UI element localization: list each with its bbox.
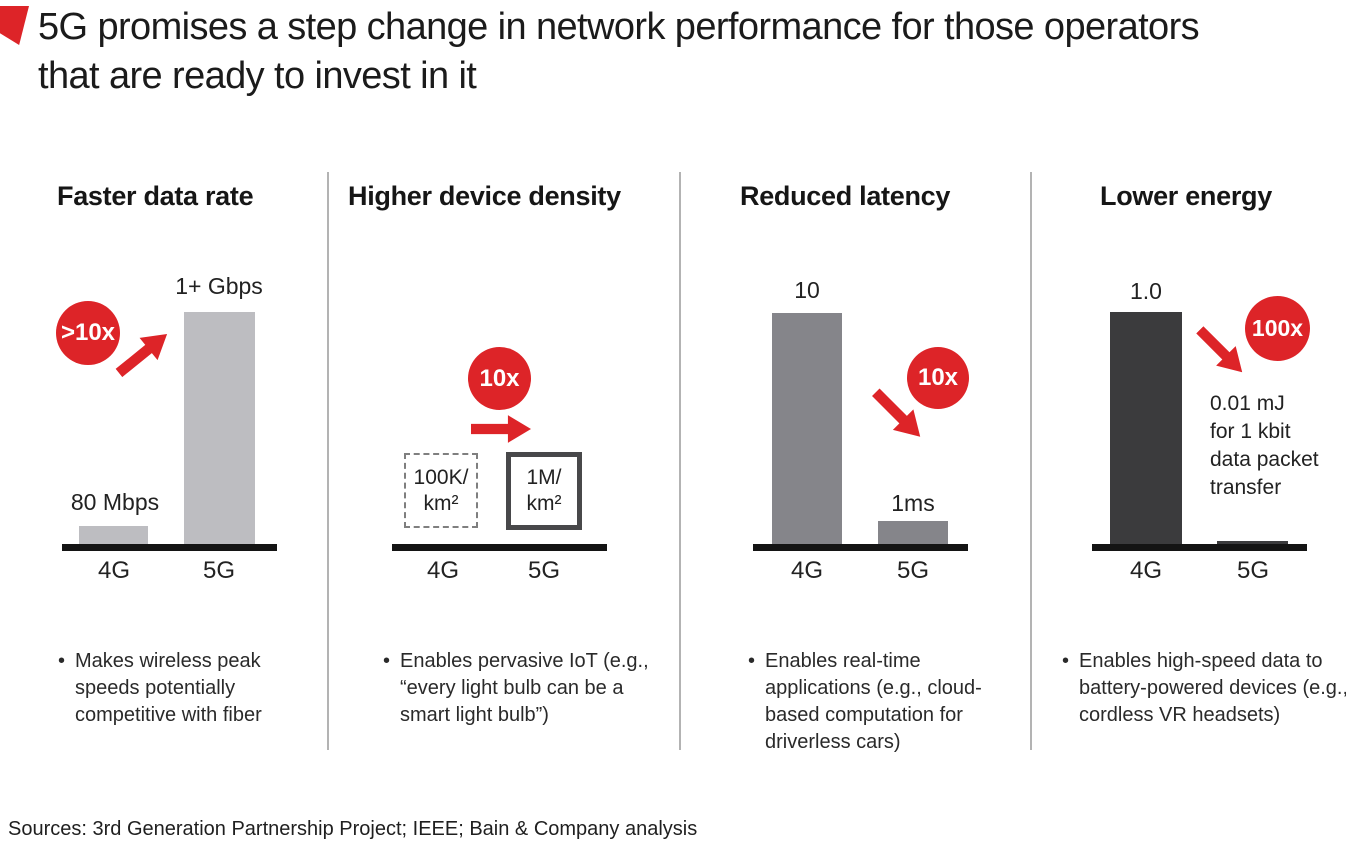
column-divider: [679, 172, 681, 750]
multiplier-badge: 100x: [1245, 296, 1310, 361]
multiplier-badge: 10x: [468, 347, 531, 410]
bar-4g: [1110, 312, 1182, 544]
bar-value-label-5g: 1ms: [891, 490, 935, 516]
axis-tick-4g: 4G: [1129, 557, 1162, 584]
panel-bullet: • Enables pervasive IoT (e.g., “every li…: [383, 648, 666, 729]
density-box-4g-line2: km²: [423, 491, 459, 515]
panel-header-lower-energy: Lower energy: [1100, 181, 1272, 211]
axis-tick-5g: 5G: [1236, 557, 1269, 584]
bar-5g: [184, 312, 255, 544]
density-box-5g-line2: km²: [526, 492, 562, 515]
density-box-5g: 1M/ km²: [506, 452, 582, 530]
arrow-down-right-icon: [1196, 326, 1243, 373]
column-divider: [327, 172, 329, 750]
x-axis-line: [62, 544, 277, 551]
x-axis-line: [753, 544, 968, 551]
bar-value-label-4g: 10: [794, 277, 820, 303]
bain-slash-icon: [0, 6, 29, 45]
sources-note: Sources: 3rd Generation Partnership Proj…: [8, 818, 698, 840]
bullet-dot-icon: •: [748, 650, 756, 672]
bar-value-label-4g: 1.0: [1130, 278, 1162, 304]
axis-tick-4g: 4G: [426, 557, 459, 584]
density-box-5g-line1: 1M/: [526, 466, 562, 489]
density-box-4g-line1: 100K/: [413, 465, 469, 489]
column-divider: [1030, 172, 1032, 750]
panel-bullet: • Makes wireless peak speeds potentially…: [58, 648, 303, 729]
bullet-text: Makes wireless peak speeds potentially c…: [75, 650, 262, 726]
bullet-dot-icon: •: [58, 650, 66, 672]
panel-bullet: • Enables real-time applications (e.g., …: [748, 648, 1013, 756]
bar-5g: [878, 521, 948, 544]
bullet-text: Enables high-speed data to battery-power…: [1079, 650, 1346, 726]
axis-tick-4g: 4G: [790, 557, 823, 584]
panel-header-faster-data-rate: Faster data rate: [57, 181, 254, 211]
page-title-line2: that are ready to invest in it: [38, 55, 477, 97]
panel-header-higher-device-density: Higher device density: [348, 181, 621, 211]
arrow-up-right-icon: [115, 333, 168, 378]
bar-value-label-4g: 80 Mbps: [70, 489, 160, 515]
bar-value-label-5g: 1+ Gbps: [175, 273, 263, 299]
bullet-dot-icon: •: [383, 650, 391, 672]
axis-tick-4g: 4G: [97, 557, 130, 584]
bar-5g: [1217, 541, 1288, 544]
multiplier-badge: 10x: [907, 347, 969, 409]
energy-annotation: 0.01 mJ for 1 kbit data packet transfer: [1210, 390, 1319, 502]
arrow-right-icon: [471, 415, 531, 443]
bullet-text: Enables pervasive IoT (e.g., “every ligh…: [400, 650, 649, 726]
axis-tick-5g: 5G: [202, 557, 235, 584]
multiplier-badge: >10x: [56, 301, 120, 365]
panel-header-reduced-latency: Reduced latency: [740, 181, 951, 211]
page-title-line1: 5G promises a step change in network per…: [38, 6, 1200, 48]
energy-annotation-line: transfer: [1210, 476, 1282, 499]
bar-4g: [772, 313, 842, 544]
energy-annotation-line: data packet: [1210, 448, 1319, 471]
bullet-text: Enables real-time applications (e.g., cl…: [765, 650, 982, 753]
bar-4g: [79, 526, 148, 544]
axis-tick-5g: 5G: [896, 557, 929, 584]
density-box-4g: 100K/ km²: [404, 453, 478, 528]
x-axis-line: [1092, 544, 1307, 551]
energy-annotation-line: 0.01 mJ: [1210, 392, 1285, 415]
bullet-dot-icon: •: [1062, 650, 1070, 672]
x-axis-line: [392, 544, 607, 551]
energy-annotation-line: for 1 kbit: [1210, 420, 1291, 443]
arrow-down-right-icon: [872, 388, 921, 437]
panel-bullet: • Enables high-speed data to battery-pow…: [1062, 648, 1346, 729]
axis-tick-5g: 5G: [527, 557, 560, 584]
page-title: 5G promises a step change in network per…: [38, 3, 1338, 101]
